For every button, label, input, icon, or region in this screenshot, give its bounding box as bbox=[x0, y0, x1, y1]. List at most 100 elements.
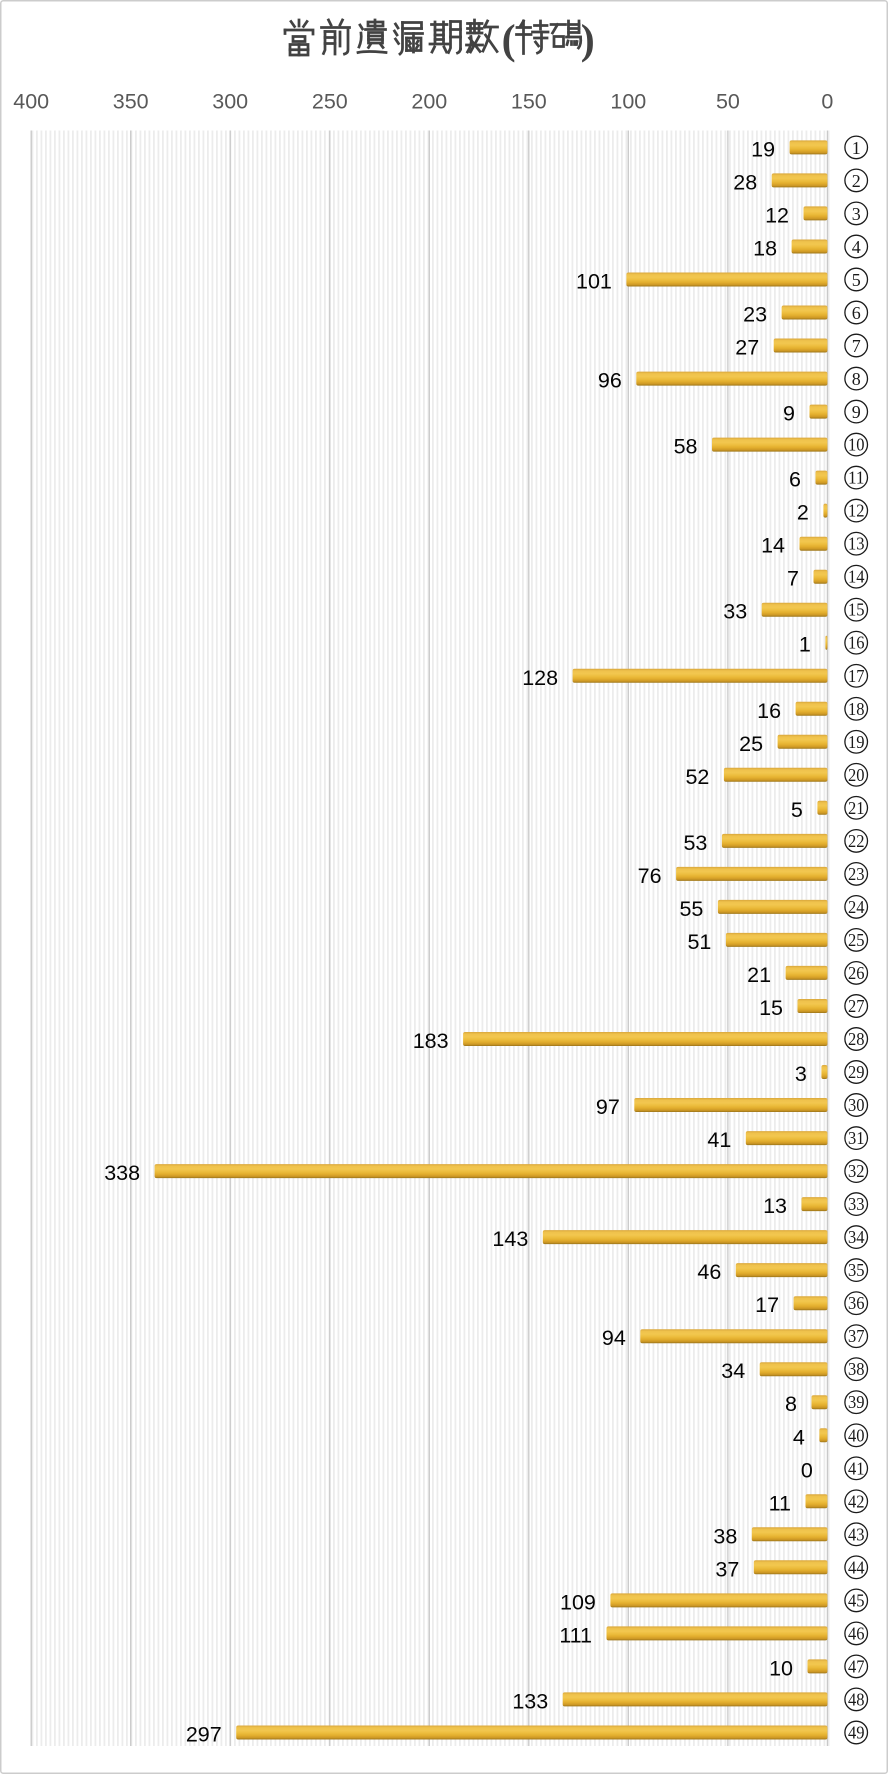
svg-text:3: 3 bbox=[852, 204, 861, 224]
svg-text:27: 27 bbox=[848, 996, 865, 1016]
svg-text:143: 143 bbox=[492, 1227, 528, 1251]
svg-text:32: 32 bbox=[848, 1161, 865, 1181]
svg-text:12: 12 bbox=[765, 203, 789, 227]
svg-text:109: 109 bbox=[560, 1590, 596, 1614]
svg-text:52: 52 bbox=[685, 765, 709, 789]
svg-text:41: 41 bbox=[707, 1128, 731, 1152]
svg-text:50: 50 bbox=[716, 90, 740, 114]
svg-text:40: 40 bbox=[848, 1425, 865, 1445]
svg-text:21: 21 bbox=[747, 963, 771, 987]
svg-text:13: 13 bbox=[848, 534, 865, 554]
svg-text:300: 300 bbox=[212, 90, 248, 114]
svg-text:18: 18 bbox=[753, 237, 777, 261]
svg-text:10: 10 bbox=[848, 435, 865, 455]
svg-text:21: 21 bbox=[848, 798, 865, 818]
svg-text:97: 97 bbox=[596, 1095, 620, 1119]
svg-text:400: 400 bbox=[13, 90, 49, 114]
svg-text:30: 30 bbox=[848, 1095, 865, 1115]
svg-text:51: 51 bbox=[687, 930, 711, 954]
svg-text:101: 101 bbox=[576, 270, 612, 294]
svg-text:2: 2 bbox=[797, 501, 809, 525]
svg-text:1: 1 bbox=[852, 138, 861, 158]
svg-text:128: 128 bbox=[522, 666, 558, 690]
svg-text:58: 58 bbox=[674, 435, 698, 459]
svg-text:18: 18 bbox=[848, 699, 865, 719]
svg-text:12: 12 bbox=[848, 501, 865, 521]
svg-text:183: 183 bbox=[413, 1029, 449, 1053]
svg-text:34: 34 bbox=[848, 1227, 865, 1247]
svg-text:10: 10 bbox=[769, 1656, 793, 1680]
svg-text:297: 297 bbox=[186, 1723, 222, 1747]
svg-text:25: 25 bbox=[739, 732, 763, 756]
svg-text:133: 133 bbox=[512, 1689, 548, 1713]
svg-text:4: 4 bbox=[793, 1425, 805, 1449]
svg-text:0: 0 bbox=[801, 1458, 813, 1482]
svg-text:43: 43 bbox=[848, 1524, 865, 1544]
svg-text:350: 350 bbox=[113, 90, 149, 114]
svg-text:36: 36 bbox=[848, 1293, 865, 1313]
svg-text:4: 4 bbox=[852, 237, 861, 257]
svg-text:23: 23 bbox=[743, 303, 767, 327]
svg-text:16: 16 bbox=[757, 699, 781, 723]
svg-text:38: 38 bbox=[713, 1524, 737, 1548]
svg-text:9: 9 bbox=[852, 402, 861, 422]
svg-text:111: 111 bbox=[559, 1623, 592, 1647]
svg-text:29: 29 bbox=[848, 1062, 865, 1082]
svg-text:33: 33 bbox=[848, 1194, 865, 1214]
svg-text:38: 38 bbox=[848, 1359, 865, 1379]
svg-text:5: 5 bbox=[852, 270, 861, 290]
svg-text:42: 42 bbox=[848, 1491, 865, 1511]
svg-text:76: 76 bbox=[638, 864, 662, 888]
svg-text:11: 11 bbox=[848, 468, 865, 488]
svg-text:200: 200 bbox=[411, 90, 447, 114]
svg-text:28: 28 bbox=[848, 1029, 865, 1049]
svg-text:100: 100 bbox=[610, 90, 646, 114]
svg-text:7: 7 bbox=[787, 567, 799, 591]
svg-text:3: 3 bbox=[795, 1062, 807, 1086]
svg-text:55: 55 bbox=[679, 897, 703, 921]
svg-text:0: 0 bbox=[821, 90, 833, 114]
svg-text:20: 20 bbox=[848, 765, 865, 785]
svg-text:14: 14 bbox=[761, 534, 785, 558]
svg-text:94: 94 bbox=[602, 1326, 626, 1350]
svg-text:1: 1 bbox=[799, 633, 811, 657]
svg-text:9: 9 bbox=[783, 402, 795, 426]
svg-text:33: 33 bbox=[723, 600, 747, 624]
svg-text:2: 2 bbox=[852, 171, 861, 191]
svg-text:8: 8 bbox=[852, 369, 861, 389]
svg-text:35: 35 bbox=[848, 1260, 865, 1280]
svg-text:17: 17 bbox=[848, 666, 865, 686]
svg-text:15: 15 bbox=[848, 600, 865, 620]
svg-text:31: 31 bbox=[848, 1128, 865, 1148]
svg-text:28: 28 bbox=[733, 170, 757, 194]
svg-text:23: 23 bbox=[848, 864, 865, 884]
svg-text:37: 37 bbox=[848, 1326, 865, 1346]
svg-text:96: 96 bbox=[598, 369, 622, 393]
svg-text:8: 8 bbox=[785, 1392, 797, 1416]
svg-text:49: 49 bbox=[848, 1723, 865, 1743]
svg-text:): ) bbox=[581, 18, 595, 64]
svg-text:11: 11 bbox=[769, 1491, 791, 1515]
svg-text:16: 16 bbox=[848, 633, 865, 653]
svg-text:34: 34 bbox=[721, 1359, 745, 1383]
svg-text:(: ( bbox=[502, 18, 516, 64]
svg-text:47: 47 bbox=[848, 1656, 865, 1676]
svg-text:39: 39 bbox=[848, 1392, 865, 1412]
svg-text:48: 48 bbox=[848, 1689, 865, 1709]
svg-text:250: 250 bbox=[312, 90, 348, 114]
svg-text:46: 46 bbox=[697, 1260, 721, 1284]
svg-text:15: 15 bbox=[759, 996, 783, 1020]
svg-text:25: 25 bbox=[848, 930, 865, 950]
svg-text:338: 338 bbox=[104, 1161, 140, 1185]
svg-text:24: 24 bbox=[848, 897, 865, 917]
svg-text:19: 19 bbox=[751, 137, 775, 161]
svg-text:27: 27 bbox=[735, 336, 759, 360]
svg-text:17: 17 bbox=[755, 1293, 779, 1317]
svg-text:6: 6 bbox=[789, 468, 801, 492]
svg-text:150: 150 bbox=[511, 90, 547, 114]
svg-text:46: 46 bbox=[848, 1623, 865, 1643]
svg-text:53: 53 bbox=[683, 831, 707, 855]
svg-text:5: 5 bbox=[791, 798, 803, 822]
svg-text:7: 7 bbox=[852, 336, 861, 356]
svg-text:26: 26 bbox=[848, 963, 865, 983]
